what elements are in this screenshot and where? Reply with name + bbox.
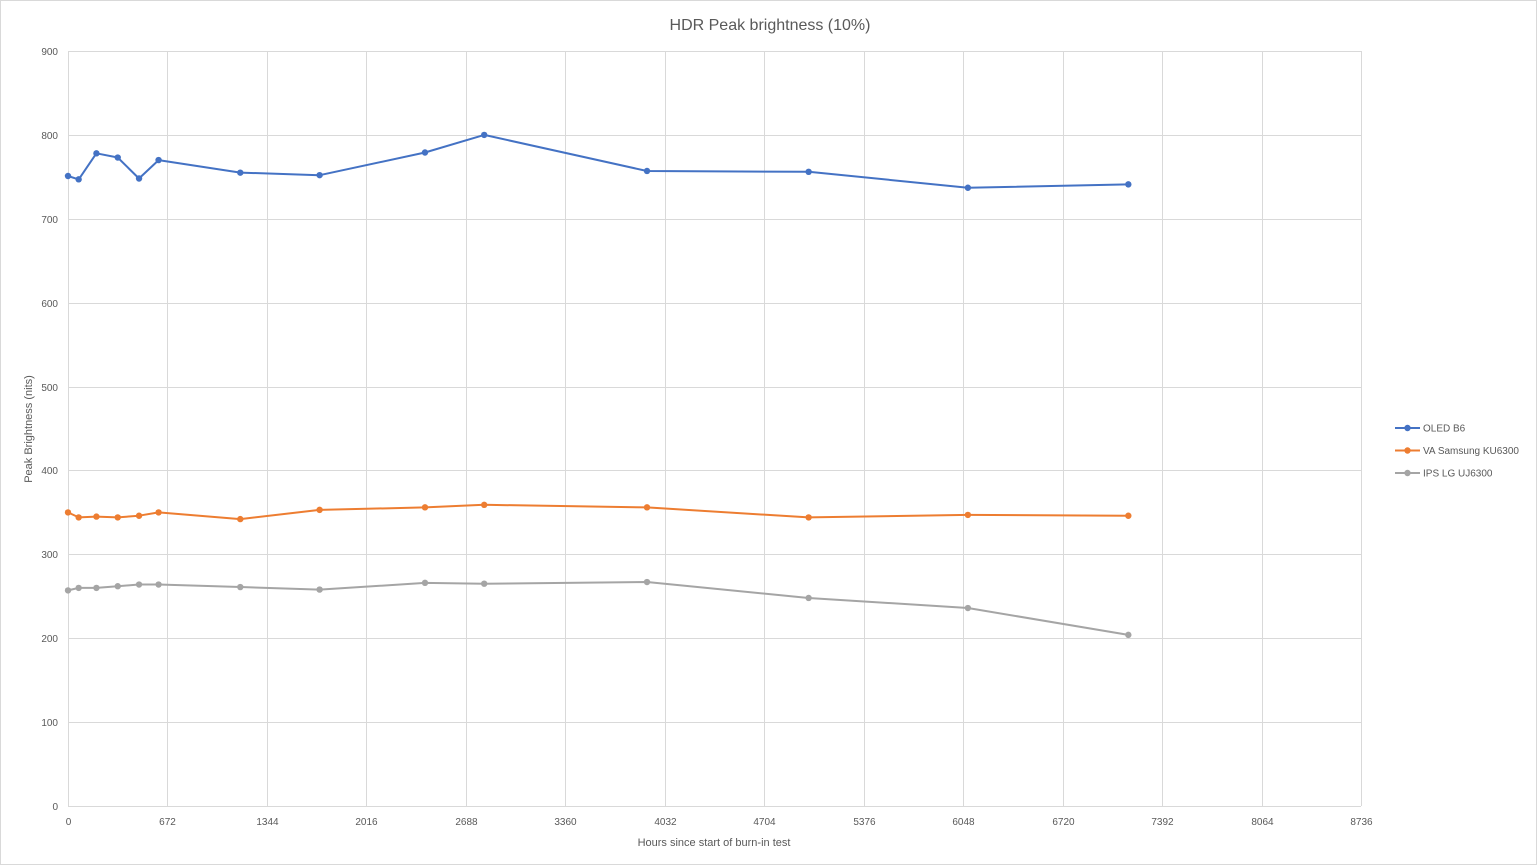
data-point bbox=[155, 509, 162, 516]
y-tick-label: 400 bbox=[41, 466, 58, 477]
series-1 bbox=[64, 131, 1132, 191]
data-point bbox=[135, 581, 143, 588]
data-point bbox=[93, 513, 100, 520]
data-point bbox=[75, 176, 82, 183]
data-point bbox=[643, 504, 651, 511]
data-point bbox=[805, 168, 812, 175]
series-group bbox=[64, 131, 1132, 639]
x-axis-ticks: 0 672 1344 2016 2688 3360 4032 4704 5376 6048 6720… bbox=[66, 817, 1373, 828]
legend-item: VA Samsung KU6300 bbox=[1395, 446, 1519, 457]
legend: OLED B6 VA Samsung KU6300 IPS LG UJ6300 bbox=[1395, 424, 1519, 480]
data-point bbox=[75, 514, 82, 521]
x-tick-label: 672 bbox=[159, 817, 176, 828]
data-point bbox=[316, 506, 323, 514]
data-point bbox=[64, 587, 72, 594]
y-tick-label: 900 bbox=[41, 47, 58, 58]
y-tick-label: 500 bbox=[41, 383, 58, 394]
y-tick-label: 200 bbox=[41, 634, 58, 645]
x-tick-label: 1344 bbox=[256, 817, 279, 828]
series-2 bbox=[64, 501, 1132, 523]
data-point bbox=[237, 515, 244, 523]
data-point bbox=[1125, 512, 1132, 519]
legend-marker bbox=[1404, 447, 1411, 454]
data-point bbox=[480, 131, 488, 139]
x-tick-label: 7392 bbox=[1151, 817, 1174, 828]
x-tick-label: 2688 bbox=[455, 817, 478, 828]
data-point bbox=[1125, 181, 1132, 188]
data-point bbox=[1125, 631, 1132, 639]
data-point bbox=[421, 579, 429, 587]
y-axis-label: Peak Brightness (nits) bbox=[23, 375, 35, 483]
y-tick-label: 800 bbox=[41, 131, 58, 142]
data-point bbox=[237, 169, 244, 176]
data-point bbox=[64, 509, 72, 516]
data-point bbox=[316, 586, 323, 593]
legend-marker bbox=[1404, 469, 1411, 477]
data-point bbox=[964, 511, 972, 519]
y-tick-label: 300 bbox=[41, 550, 58, 561]
data-point bbox=[805, 514, 812, 521]
y-tick-label: 700 bbox=[41, 215, 58, 226]
data-point bbox=[237, 583, 244, 591]
data-point bbox=[964, 184, 972, 191]
legend-label: IPS LG UJ6300 bbox=[1423, 469, 1493, 480]
x-tick-label: 8064 bbox=[1251, 817, 1274, 828]
x-tick-label: 8736 bbox=[1350, 817, 1373, 828]
data-point bbox=[421, 504, 429, 511]
x-axis-label: Hours since start of burn-in test bbox=[638, 837, 791, 849]
y-tick-label: 100 bbox=[41, 718, 58, 729]
data-point bbox=[316, 171, 323, 179]
data-point bbox=[114, 154, 121, 161]
data-point bbox=[93, 150, 100, 157]
chart-title: HDR Peak brightness (10%) bbox=[670, 17, 871, 34]
data-point bbox=[643, 578, 651, 586]
data-point bbox=[64, 172, 72, 180]
x-tick-label: 2016 bbox=[355, 817, 378, 828]
x-tick-label: 0 bbox=[66, 817, 72, 828]
y-tick-label: 600 bbox=[41, 299, 58, 310]
data-point bbox=[964, 604, 972, 612]
legend-marker bbox=[1404, 424, 1411, 432]
data-point bbox=[135, 512, 143, 519]
data-point bbox=[805, 594, 812, 602]
data-point bbox=[155, 581, 162, 588]
x-tick-label: 3360 bbox=[554, 817, 577, 828]
data-point bbox=[421, 149, 429, 156]
data-point bbox=[75, 584, 82, 592]
x-tick-label: 4032 bbox=[654, 817, 677, 828]
series-line bbox=[67, 503, 1129, 521]
series-line bbox=[67, 133, 1129, 189]
gridlines bbox=[68, 51, 1362, 807]
legend-item: OLED B6 bbox=[1395, 424, 1466, 435]
legend-label: VA Samsung KU6300 bbox=[1423, 446, 1519, 457]
legend-item: IPS LG UJ6300 bbox=[1395, 469, 1493, 480]
x-tick-label: 5376 bbox=[853, 817, 876, 828]
x-tick-label: 4704 bbox=[753, 817, 776, 828]
data-point bbox=[643, 167, 651, 175]
data-point bbox=[155, 156, 162, 164]
series-3 bbox=[64, 578, 1132, 639]
legend-label: OLED B6 bbox=[1423, 424, 1466, 435]
series-line bbox=[67, 581, 1129, 636]
data-point bbox=[480, 580, 488, 587]
data-point bbox=[114, 583, 121, 590]
data-point bbox=[114, 514, 121, 521]
data-point bbox=[135, 175, 143, 182]
data-point bbox=[93, 584, 100, 592]
x-tick-label: 6720 bbox=[1052, 817, 1075, 828]
y-axis-ticks: 0 100 200 300 400 500 600 700 800 900 bbox=[41, 47, 58, 813]
x-tick-label: 6048 bbox=[952, 817, 975, 828]
data-point bbox=[480, 501, 488, 509]
y-tick-label: 0 bbox=[52, 802, 58, 813]
